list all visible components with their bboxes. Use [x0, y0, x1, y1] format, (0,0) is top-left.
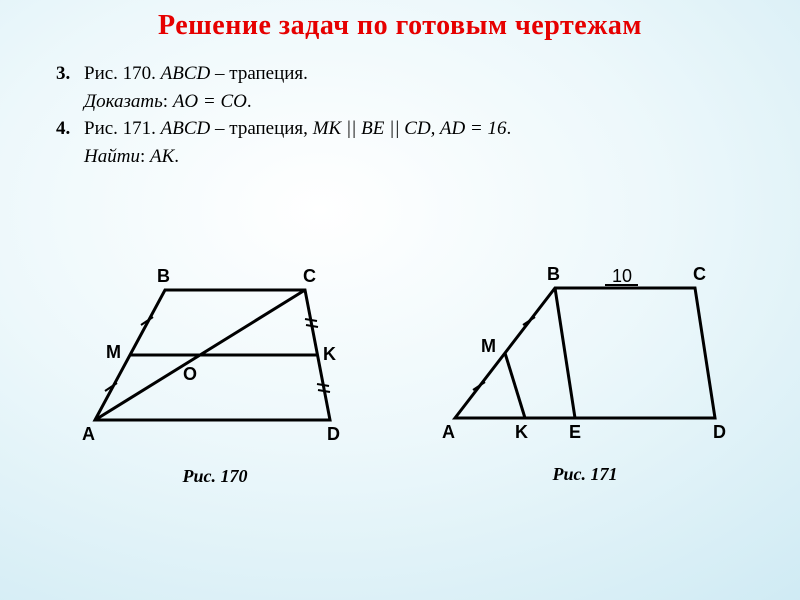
label-c: C [693, 264, 706, 284]
text: Рис. 171. [84, 118, 161, 139]
text: – трапеция, [210, 118, 312, 139]
problem-4-line-1: 4. Рис. 171. ABCD – трапеция, MK || BE |… [56, 115, 756, 143]
label-e: E [569, 422, 581, 442]
text-italic: ABCD [161, 63, 211, 84]
label-o: O [183, 364, 197, 384]
label-a: A [442, 422, 455, 442]
segment-be [555, 288, 575, 418]
slide-page: Решение задач по готовым чертежам 3. Рис… [0, 0, 800, 600]
figure-170: A B C D M K O Рис. 170 [70, 260, 360, 487]
label-m: M [106, 342, 121, 362]
problem-3-text-1: Рис. 170. ABCD – трапеция. [84, 60, 308, 88]
label-b: B [547, 264, 560, 284]
text: – трапеция. [210, 63, 308, 84]
text-italic: ABCD [161, 118, 211, 139]
label-a: A [82, 424, 95, 444]
figure-171-caption: Рис. 171 [430, 464, 740, 485]
text: : [163, 91, 173, 112]
problem-4-number: 4. [56, 115, 84, 143]
text-italic: Найти [84, 146, 140, 167]
label-k: K [323, 344, 336, 364]
figure-171: 10 A B C D M K E Рис. 171 [430, 258, 740, 485]
figure-170-caption: Рис. 170 [70, 466, 360, 487]
text: Рис. 170. [84, 63, 161, 84]
problem-3-line-2: Доказать: AO = CO. [56, 88, 756, 116]
label-m: M [481, 336, 496, 356]
text: : [140, 146, 150, 167]
label-d: D [713, 422, 726, 442]
label-d: D [327, 424, 340, 444]
text: . [174, 146, 179, 167]
problem-4-text-1: Рис. 171. ABCD – трапеция, MK || BE || C… [84, 115, 511, 143]
text-italic: MK || BE || CD, AD = 16 [313, 118, 507, 139]
text-italic: Доказать [84, 91, 163, 112]
label-b: B [157, 266, 170, 286]
figure-170-svg: A B C D M K O [70, 260, 360, 455]
page-title: Решение задач по готовым чертежам [0, 10, 800, 42]
text: . [247, 91, 252, 112]
problem-list: 3. Рис. 170. ABCD – трапеция. Доказать: … [56, 60, 756, 170]
problem-4-line-2: Найти: AK. [56, 143, 756, 171]
figure-171-svg: 10 A B C D M K E [430, 258, 740, 453]
label-k: K [515, 422, 528, 442]
problem-3-line-1: 3. Рис. 170. ABCD – трапеция. [56, 60, 756, 88]
text-italic: AO = CO [173, 91, 247, 112]
bc-length-value: 10 [612, 266, 632, 286]
problem-3-number: 3. [56, 60, 84, 88]
text: . [507, 118, 512, 139]
text-italic: AK [150, 146, 174, 167]
segment-mk [505, 353, 525, 418]
label-c: C [303, 266, 316, 286]
